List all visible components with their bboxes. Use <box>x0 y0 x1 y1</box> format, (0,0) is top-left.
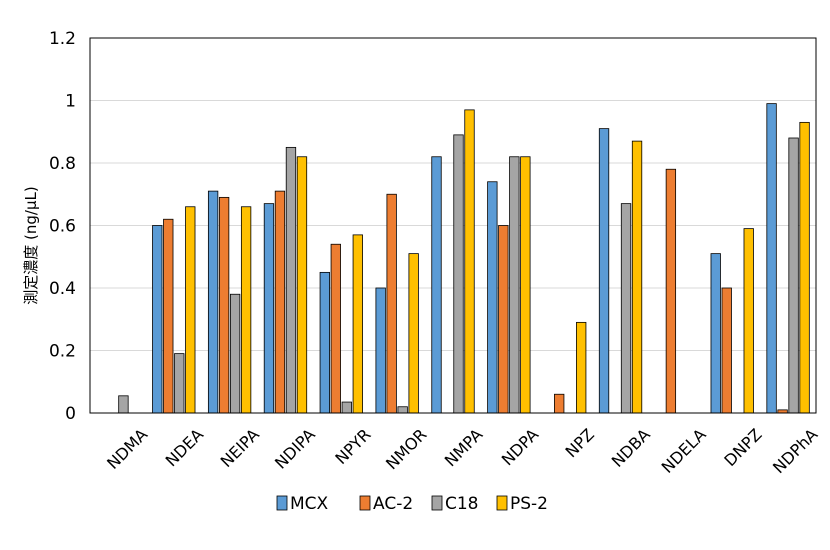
bar-mcx-nmor <box>375 287 386 414</box>
bar-c18-ndea <box>174 353 185 414</box>
bar-ac-2-nmor <box>386 193 397 414</box>
gridlines <box>90 100 816 351</box>
x-category-label: NDELA <box>658 425 710 477</box>
bar-c18-nmor <box>397 406 408 414</box>
x-axis-categories: NDMA NDEA NEIPA NDIPA NPYR NMOR NMPA NDPA NPZ NDB… <box>103 425 821 477</box>
bar-ps-2-dnpz <box>743 228 754 414</box>
bar-c18-ndma <box>118 395 129 414</box>
legend-swatch-c18 <box>431 495 443 511</box>
y-tick-label: 0.4 <box>49 279 76 299</box>
y-axis-ticks: 0 0.2 0.4 0.6 0.8 1 1.2 <box>49 29 76 424</box>
y-tick-label: 0 <box>65 404 76 424</box>
x-category-label: NPZ <box>562 425 598 461</box>
x-category-label: NMPA <box>441 425 487 471</box>
bar-c18-ndpa <box>509 156 520 414</box>
x-category-label: DNPZ <box>720 425 765 470</box>
y-tick-label: 0.8 <box>49 154 76 174</box>
bar-ps-2-nmpa <box>464 109 475 414</box>
x-category-label: NEIPA <box>217 425 263 471</box>
x-category-label: NDIPA <box>271 425 319 473</box>
bar-mcx-neipa <box>207 190 219 414</box>
bar-mcx-ndipa <box>263 203 275 414</box>
y-tick-label: 0.6 <box>49 217 76 237</box>
bar-ac-2-ndpa <box>498 225 509 414</box>
bar-mcx-ndba <box>598 128 610 414</box>
legend-swatch-mcx <box>276 495 288 511</box>
bar-c18-neipa <box>229 293 241 414</box>
bar-ps-2-ndea <box>185 206 196 414</box>
legend-swatch-ps-2 <box>496 495 508 511</box>
bar-ps-2-npyr <box>352 234 363 414</box>
bar-c18-ndba <box>620 203 632 414</box>
legend-swatch-ac-2 <box>359 495 371 511</box>
bar-ps-2-npz <box>576 321 587 414</box>
bar-c18-nmpa <box>453 134 464 414</box>
bar-ac-2-ndea <box>163 218 174 414</box>
y-tick-label: 0.2 <box>49 342 76 362</box>
bar-mcx-nmpa <box>431 156 442 414</box>
legend-label-mcx: MCX <box>290 494 329 514</box>
y-tick-label: 1.2 <box>49 29 76 49</box>
x-category-label: NDMA <box>103 425 151 473</box>
bar-ps-2-ndpha <box>799 121 810 414</box>
legend-label-ac-2: AC-2 <box>373 494 413 514</box>
legend-label-c18: C18 <box>445 494 479 514</box>
bar-ac-2-dnpz <box>721 287 732 414</box>
bar-c18-ndpha <box>788 137 799 414</box>
bar-ac-2-npz <box>554 393 565 414</box>
bar-ac-2-ndipa <box>274 190 286 414</box>
y-tick-label: 1 <box>65 92 76 112</box>
bar-c18-npyr <box>341 401 352 414</box>
plot-frame <box>89 37 817 414</box>
x-category-label: NMOR <box>382 425 430 473</box>
bar-mcx-ndpa <box>487 181 498 414</box>
x-category-label: NDBA <box>608 425 654 471</box>
bar-ac-2-ndela <box>665 168 677 414</box>
bar-mcx-ndpha <box>766 103 777 414</box>
bar-ps-2-nmor <box>408 253 419 414</box>
bar-ps-2-ndpa <box>520 156 531 414</box>
x-category-label: NPYR <box>331 425 374 468</box>
y-axis-label: 測定濃度 (ng/μL) <box>22 186 40 304</box>
bar-ps-2-ndipa <box>296 156 308 414</box>
bars <box>118 103 810 414</box>
x-category-label: NDEA <box>162 425 208 471</box>
bar-mcx-ndea <box>152 225 163 414</box>
bar-ac-2-neipa <box>218 196 230 414</box>
bar-ps-2-ndba <box>631 140 643 414</box>
bar-ps-2-neipa <box>240 206 252 414</box>
bar-mcx-npyr <box>319 271 330 414</box>
x-category-label: NDPhA <box>769 425 821 477</box>
legend-label-ps-2: PS-2 <box>510 494 548 514</box>
bar-mcx-dnpz <box>710 253 721 414</box>
bar-ac-2-npyr <box>330 243 341 414</box>
legend: MCX AC-2 C18 PS-2 <box>276 494 548 514</box>
x-category-label: NDPA <box>498 425 542 469</box>
bar-c18-ndipa <box>285 146 297 414</box>
